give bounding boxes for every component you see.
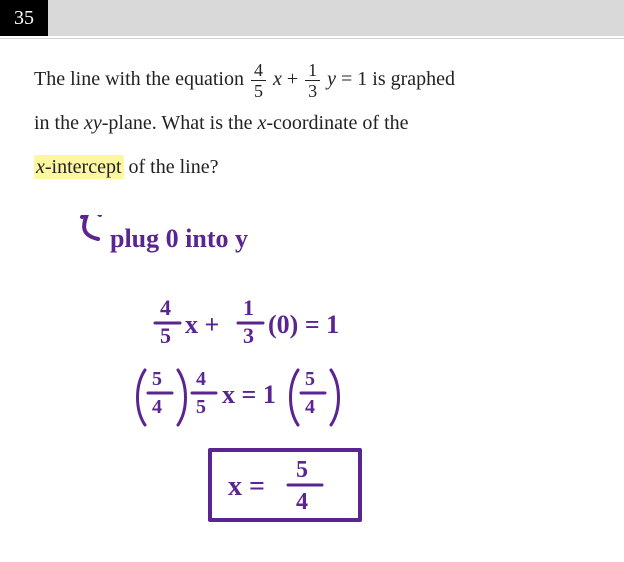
arrow-stroke: [84, 215, 98, 239]
hand-note: plug 0 into y: [110, 224, 248, 253]
s2-xeq1: x = 1: [222, 380, 276, 409]
header-bar: 35: [0, 0, 624, 36]
text-1b: +: [287, 68, 303, 90]
var-x: x: [273, 68, 282, 90]
s1-xplus: x +: [185, 310, 219, 339]
text-2e: -coordinate of the: [266, 112, 408, 134]
frac1-num: 4: [251, 61, 266, 81]
s1-f45-num: 4: [160, 295, 171, 320]
var-xy: xy: [84, 112, 102, 134]
frac2-num: 1: [305, 61, 320, 81]
fraction-1-3: 1 3: [305, 61, 320, 100]
handwriting-area: plug 0 into y 4 5 x + 1 3 (0) = 1 5 4: [0, 215, 624, 555]
text-intercept: -intercept: [45, 156, 122, 178]
ans-xeq: x =: [228, 471, 265, 502]
s2-m-num: 4: [196, 368, 206, 390]
text-1a: The line with the equation: [34, 68, 249, 90]
s1-f13-num: 1: [243, 295, 254, 320]
s2-m-den: 5: [196, 396, 206, 418]
question-number-box: 35: [0, 0, 48, 36]
hand-step1: 4 5 x + 1 3 (0) = 1: [155, 295, 339, 348]
s1-f45-den: 5: [160, 323, 171, 348]
text-1c: = 1 is graphed: [341, 68, 455, 90]
s1-f13-den: 3: [243, 323, 254, 348]
question-line-1: The line with the equation 4 5 x + 1 3 y…: [34, 57, 590, 101]
s2-rp2: [331, 370, 339, 425]
ans-num: 5: [296, 457, 308, 483]
text-2c: -plane. What is the: [102, 112, 258, 134]
question-line-2: in the xy-plane. What is the x-coordinat…: [34, 101, 590, 145]
frac2-den: 3: [305, 81, 320, 100]
ans-den: 4: [296, 489, 308, 515]
question-number: 35: [14, 7, 34, 30]
question-text: The line with the equation 4 5 x + 1 3 y…: [0, 39, 624, 189]
s2-l-num: 5: [152, 368, 162, 390]
s2-l-den: 4: [152, 396, 162, 418]
handwriting-svg: plug 0 into y 4 5 x + 1 3 (0) = 1 5 4: [0, 215, 624, 555]
arrowhead: [82, 215, 100, 217]
page: 35 The line with the equation 4 5 x + 1 …: [0, 0, 624, 562]
question-line-3: x-intercept of the line?: [34, 145, 590, 189]
hand-step2: 5 4 4 5 x = 1 5 4: [138, 368, 339, 425]
highlight-x-intercept: x-intercept: [34, 155, 124, 179]
s2-lp1: [138, 370, 146, 425]
s2-lp2: [291, 370, 299, 425]
frac1-den: 5: [251, 81, 266, 100]
text-2a: in the: [34, 112, 84, 134]
s2-rp1: [178, 370, 186, 425]
s2-r-den: 4: [305, 396, 315, 418]
hand-answer: x = 5 4: [210, 450, 360, 520]
s1-rest: (0) = 1: [268, 310, 339, 339]
text-3rest: of the line?: [124, 156, 219, 178]
var-x3: x: [36, 156, 45, 178]
fraction-4-5: 4 5: [251, 61, 266, 100]
var-y: y: [327, 68, 336, 90]
s2-r-num: 5: [305, 368, 315, 390]
